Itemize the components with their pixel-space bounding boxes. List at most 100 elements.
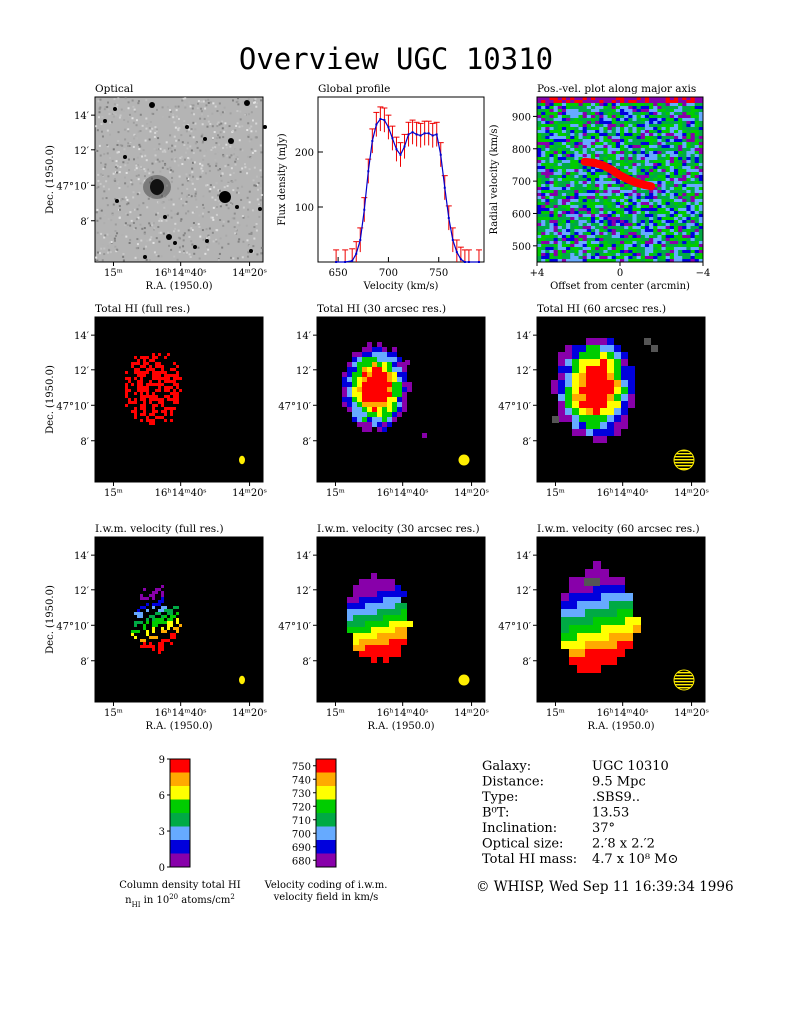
noise-speck	[173, 230, 176, 233]
pv-cell	[653, 106, 658, 110]
pv-cell	[694, 259, 700, 263]
noise-speck	[237, 97, 240, 100]
noise-speck	[195, 206, 198, 209]
pv-cell	[632, 187, 638, 191]
pv-cell	[694, 145, 700, 149]
pv-cell	[673, 169, 679, 173]
noise-speck	[190, 111, 193, 114]
pv-cell	[611, 121, 617, 125]
hi-pixel	[372, 362, 377, 367]
pv-cell	[620, 118, 625, 122]
pv-cell	[678, 118, 683, 122]
hi-pixel	[600, 387, 607, 394]
pv-cell	[611, 196, 617, 200]
pv-cell	[653, 115, 658, 119]
hi-pixel	[137, 380, 140, 383]
pv-cell	[640, 169, 646, 173]
pv-cell	[553, 253, 559, 257]
pv-cell	[607, 154, 613, 158]
pv-cell	[570, 256, 575, 260]
pv-cell	[636, 241, 642, 245]
hi-pixel	[397, 402, 402, 407]
profile-point	[344, 261, 347, 263]
pv-cell	[669, 148, 675, 152]
pv-cell	[541, 208, 546, 212]
pv-cell	[673, 238, 679, 242]
pv-cell	[595, 148, 600, 152]
hi-pixel	[367, 367, 372, 372]
pv-cell	[574, 229, 579, 233]
pv-cell	[694, 103, 700, 107]
pv-cell	[599, 244, 604, 248]
pv-cell	[694, 115, 700, 119]
pv-cell	[595, 97, 600, 101]
pv-cell	[686, 172, 692, 176]
noise-speck	[121, 144, 124, 147]
pv-cell	[657, 250, 662, 254]
pv-cell	[595, 124, 600, 128]
pv-cell	[570, 169, 575, 173]
pv-cell	[620, 142, 625, 146]
pv-cell	[644, 136, 650, 140]
noise-speck	[123, 148, 126, 151]
pv-cell	[690, 214, 696, 218]
vel-pixel	[609, 609, 617, 617]
pv-cell	[549, 256, 555, 260]
pv-cell	[665, 157, 671, 161]
noise-speck	[107, 188, 110, 191]
hi-pixel	[149, 365, 152, 368]
noise-speck	[127, 202, 130, 205]
pv-cell	[599, 121, 604, 125]
vel-pixel	[609, 593, 617, 601]
pv-cell	[678, 163, 683, 167]
pv-cell	[595, 127, 600, 131]
vel-pixel	[377, 639, 383, 645]
noise-speck	[123, 128, 126, 131]
pv-cell	[603, 235, 609, 239]
pv-cell	[582, 208, 588, 212]
hi-pixel	[593, 422, 600, 429]
noise-speck	[215, 229, 218, 232]
noise-speck	[209, 184, 212, 187]
pv-cell	[698, 97, 704, 101]
noise-speck	[148, 138, 151, 141]
hi-pixel	[593, 345, 600, 352]
pv-cell	[578, 229, 584, 233]
pv-cell	[537, 250, 542, 254]
noise-speck	[222, 155, 225, 158]
noise-speck	[201, 123, 204, 126]
noise-speck	[200, 113, 203, 116]
hi-pixel	[352, 412, 357, 417]
noise-speck	[170, 198, 173, 201]
noise-speck	[139, 113, 142, 116]
colorbar-tick-label: 720	[292, 802, 311, 813]
noise-speck	[169, 147, 172, 150]
vel-pixel	[577, 657, 585, 665]
pv-cell	[590, 139, 596, 143]
pv-cell	[636, 97, 642, 101]
noise-speck	[160, 219, 163, 222]
hi-pixel	[134, 398, 137, 401]
pv-cell	[549, 106, 555, 110]
pv-cell	[644, 127, 650, 131]
vel-pixel	[137, 615, 140, 618]
pv-cell	[690, 238, 696, 242]
pv-cell	[586, 211, 592, 215]
pv-cell	[665, 124, 671, 128]
pv-cell	[628, 214, 633, 218]
pv-cell	[661, 232, 667, 236]
pv-cell	[665, 235, 671, 239]
dec-tick-label: 47°10′	[278, 401, 311, 412]
noise-speck	[239, 118, 242, 121]
hi-pixel	[397, 362, 402, 367]
noise-speck	[227, 181, 230, 184]
pv-cell	[615, 220, 621, 224]
noise-speck	[180, 192, 183, 195]
pv-cell	[537, 133, 542, 137]
noise-speck	[110, 241, 113, 244]
pv-cell	[632, 154, 638, 158]
hi-pixel	[134, 401, 137, 404]
pv-cell	[603, 223, 609, 227]
noise-speck	[211, 137, 214, 140]
pv-cell	[590, 127, 596, 131]
